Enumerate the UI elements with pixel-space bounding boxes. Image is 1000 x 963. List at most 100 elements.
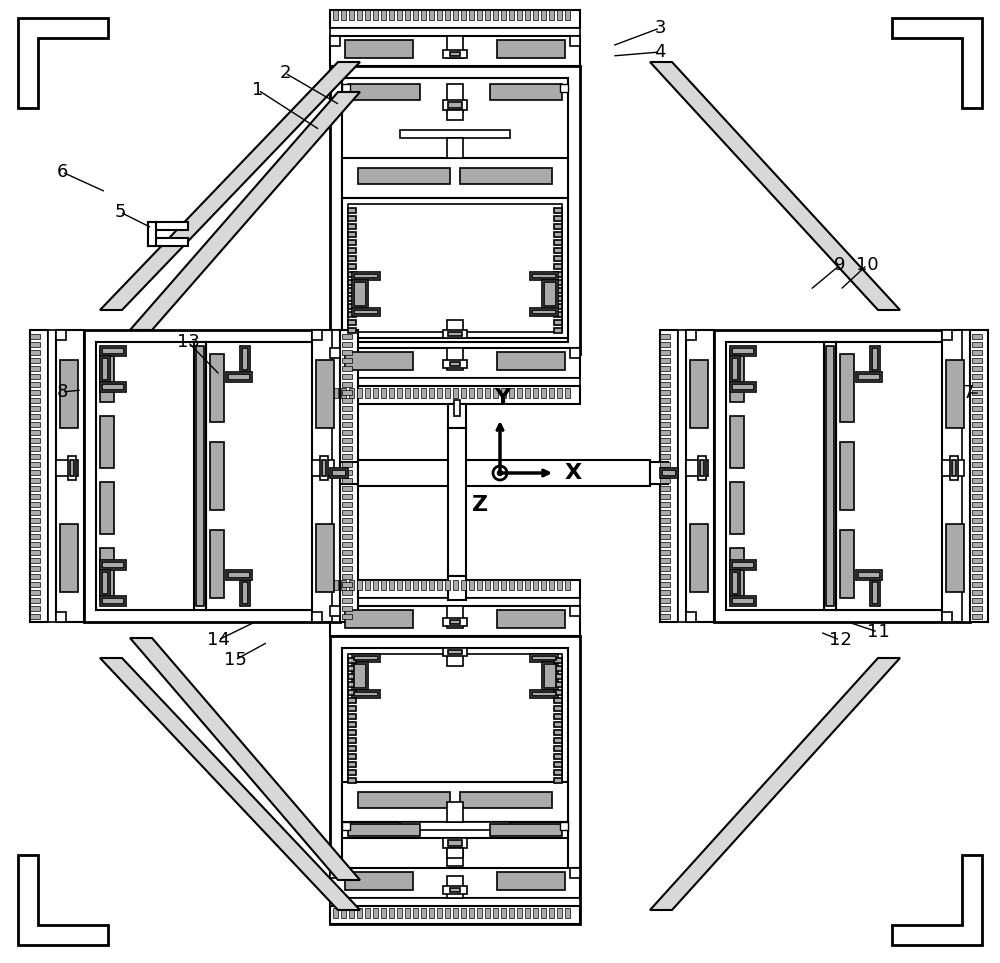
Bar	[554, 738, 562, 743]
Bar	[30, 494, 40, 499]
Bar	[348, 654, 562, 782]
Bar	[332, 470, 346, 476]
Bar	[365, 908, 370, 918]
Bar	[30, 446, 40, 451]
Bar	[30, 526, 40, 531]
Bar	[490, 84, 562, 100]
Bar	[345, 352, 413, 370]
Bar	[730, 570, 740, 596]
Bar	[554, 240, 562, 245]
Bar	[501, 10, 506, 20]
Bar	[686, 612, 696, 622]
Bar	[100, 382, 126, 392]
Bar	[469, 388, 474, 398]
Bar	[690, 360, 708, 428]
Bar	[450, 620, 460, 624]
Bar	[342, 598, 352, 603]
Circle shape	[493, 466, 507, 480]
Bar	[345, 40, 413, 58]
Bar	[358, 460, 650, 486]
Bar	[533, 908, 538, 918]
Bar	[560, 822, 568, 830]
Bar	[497, 352, 565, 370]
Bar	[554, 256, 562, 261]
Bar	[450, 52, 460, 56]
Bar	[453, 580, 458, 590]
Bar	[533, 580, 538, 590]
Bar	[650, 462, 668, 484]
Bar	[341, 580, 346, 590]
Bar	[460, 168, 552, 184]
Bar	[365, 10, 370, 20]
Bar	[30, 590, 40, 595]
Bar	[972, 486, 982, 491]
Bar	[544, 282, 556, 306]
Polygon shape	[650, 658, 900, 910]
Bar	[660, 468, 678, 478]
Bar	[348, 84, 420, 100]
Bar	[148, 222, 188, 230]
Bar	[972, 342, 982, 347]
Bar	[541, 10, 546, 20]
Bar	[60, 360, 78, 428]
Bar	[341, 908, 346, 918]
Bar	[330, 36, 580, 66]
Bar	[660, 614, 670, 619]
Bar	[70, 460, 74, 476]
Bar	[447, 84, 463, 112]
Bar	[447, 876, 463, 898]
Bar	[84, 330, 340, 622]
Bar	[660, 566, 670, 571]
Bar	[544, 664, 556, 688]
Bar	[348, 296, 356, 301]
Bar	[348, 824, 420, 836]
Bar	[342, 614, 352, 619]
Bar	[342, 526, 352, 531]
Bar	[686, 330, 696, 340]
Text: 12: 12	[829, 631, 851, 649]
Bar	[870, 346, 880, 372]
Bar	[686, 330, 714, 622]
Bar	[447, 848, 463, 858]
Bar	[405, 10, 410, 20]
Bar	[972, 446, 982, 451]
Bar	[501, 908, 506, 918]
Bar	[342, 438, 352, 443]
Bar	[437, 908, 442, 918]
Bar	[554, 288, 562, 293]
Bar	[60, 524, 78, 592]
Bar	[437, 10, 442, 20]
Bar	[342, 430, 352, 435]
Bar	[348, 232, 356, 237]
Polygon shape	[100, 658, 360, 910]
Bar	[660, 470, 670, 475]
Bar	[554, 722, 562, 727]
Bar	[348, 224, 356, 229]
Bar	[557, 580, 562, 590]
Bar	[312, 460, 334, 476]
Bar	[730, 482, 744, 534]
Bar	[870, 580, 880, 606]
Bar	[228, 572, 250, 578]
Bar	[100, 346, 126, 356]
Bar	[421, 580, 426, 590]
Bar	[342, 782, 568, 822]
Polygon shape	[650, 62, 900, 310]
Polygon shape	[100, 62, 360, 310]
Bar	[732, 572, 738, 594]
Bar	[206, 342, 318, 610]
Bar	[389, 908, 394, 918]
Bar	[972, 422, 982, 427]
Bar	[352, 690, 380, 698]
Bar	[30, 422, 40, 427]
Bar	[493, 580, 498, 590]
Bar	[660, 510, 670, 515]
Bar	[358, 168, 450, 184]
Bar	[102, 384, 124, 390]
Bar	[348, 722, 356, 727]
Bar	[405, 908, 410, 918]
Bar	[102, 572, 108, 594]
Bar	[30, 478, 40, 483]
Bar	[443, 100, 467, 110]
Bar	[660, 422, 670, 427]
